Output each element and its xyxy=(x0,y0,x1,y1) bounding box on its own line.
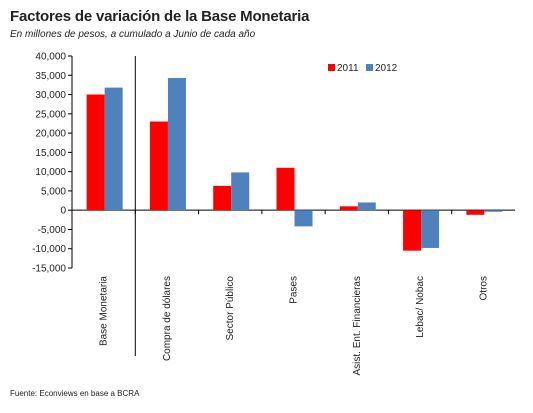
legend-swatch-2012 xyxy=(366,64,373,71)
bar-2011-4 xyxy=(339,206,358,211)
y-tick-label: 30,000 xyxy=(35,90,66,101)
source-note: Fuente: Econviews en base a BCRA xyxy=(10,389,140,398)
bar-2011-6 xyxy=(466,210,485,215)
category-label: Sector Público xyxy=(225,276,236,341)
bar-2011-3 xyxy=(276,167,295,211)
bar-2012-0 xyxy=(104,87,123,211)
y-tick-label: 35,000 xyxy=(35,71,66,82)
category-label: Lebac/ Nobac xyxy=(415,276,426,338)
y-tick-label: 20,000 xyxy=(35,129,66,140)
bar-2011-1 xyxy=(149,121,168,211)
bar-2012-4 xyxy=(357,202,376,211)
y-tick-label: -10,000 xyxy=(32,244,66,255)
category-label: Compra de dólares xyxy=(162,276,173,361)
y-tick-label: -15,000 xyxy=(32,264,66,275)
y-tick-label: 5,000 xyxy=(41,186,66,197)
y-tick-label: 25,000 xyxy=(35,109,66,120)
chart-subtitle: En millones de pesos, a cumulado a Junio… xyxy=(10,29,256,40)
category-label: Pases xyxy=(289,276,300,304)
y-tick-label: 40,000 xyxy=(35,52,66,63)
bar-2012-1 xyxy=(167,77,186,211)
y-tick-label: 15,000 xyxy=(35,148,66,159)
category-label: Base Monetaria xyxy=(99,276,110,346)
bar-2011-5 xyxy=(403,210,422,251)
category-label: Asist. Ent. Financieras xyxy=(352,276,363,375)
y-tick-label: 0 xyxy=(60,206,66,217)
chart-title: Factores de variación de la Base Monetar… xyxy=(10,8,310,25)
y-tick-label: 10,000 xyxy=(35,167,66,178)
legend-swatch-2011 xyxy=(328,64,335,71)
legend-label-2011: 2011 xyxy=(337,63,359,74)
bar-2012-3 xyxy=(294,210,313,227)
bar-2011-2 xyxy=(213,185,232,211)
bar-2012-5 xyxy=(421,210,440,248)
bar-2012-6 xyxy=(484,210,503,212)
y-tick-label: -5,000 xyxy=(38,225,67,236)
legend-label-2012: 2012 xyxy=(375,63,398,74)
bar-2011-0 xyxy=(86,94,105,211)
bar-2012-2 xyxy=(231,172,250,211)
category-label: Otros xyxy=(478,276,489,300)
